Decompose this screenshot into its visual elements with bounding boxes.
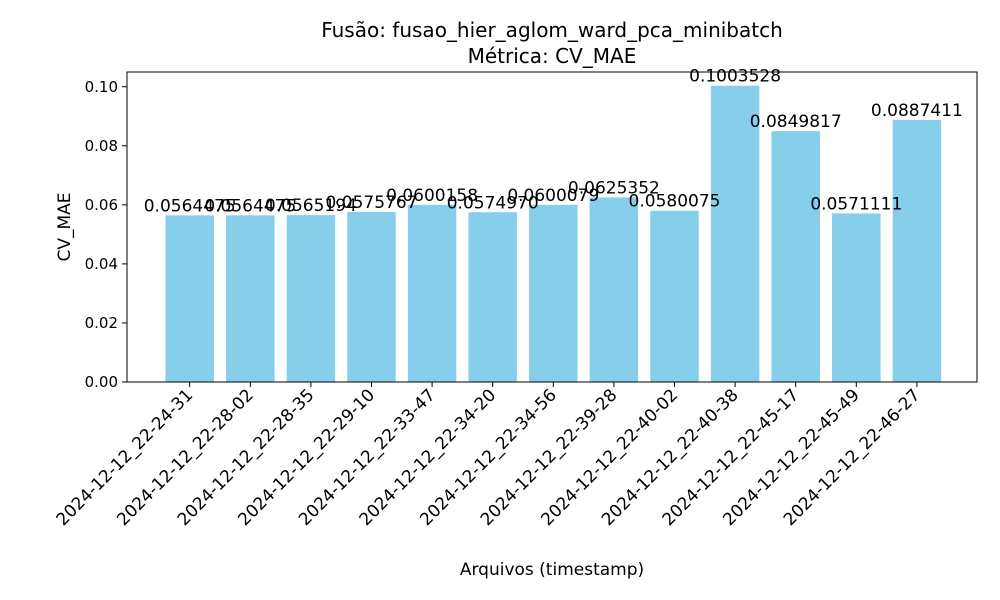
y-tick-label: 0.06 (85, 196, 118, 214)
bar-value-label: 0.0571111 (810, 194, 902, 214)
bar-value-label: 0.0600079 (507, 186, 599, 206)
bar-value-label: 0.0580075 (629, 192, 721, 212)
bar (165, 215, 214, 382)
y-tick-label: 0.10 (85, 78, 118, 96)
chart-title: Fusão: fusao_hier_aglom_ward_pca_minibat… (321, 18, 783, 42)
bars-group (165, 85, 942, 382)
y-tick-label: 0.02 (85, 314, 118, 332)
bar (892, 120, 942, 382)
bar (832, 213, 881, 382)
bar-value-label: 0.0574970 (447, 193, 539, 213)
chart-subtitle: Métrica: CV_MAE (468, 44, 637, 68)
y-tick-label: 0.08 (85, 137, 118, 155)
bar (771, 131, 820, 382)
bar (650, 210, 699, 382)
bar (407, 204, 457, 382)
x-axis-label: Arquivos (timestamp) (460, 560, 644, 580)
bar-value-label: 0.0600158 (386, 186, 478, 206)
bar (347, 212, 396, 382)
bar-labels-group: 0.05644750.05644750.05651940.05757670.06… (144, 67, 963, 217)
y-axis: 0.00 0.02 0.04 0.06 0.08 0.10 (85, 78, 127, 391)
bar (710, 85, 760, 382)
bar-value-label: 0.0625352 (568, 178, 660, 198)
bar (589, 197, 639, 382)
y-tick-label: 0.04 (85, 255, 118, 273)
bar-value-label: 0.0575767 (326, 193, 418, 213)
bar (286, 215, 336, 382)
bar (468, 212, 517, 382)
bar-value-label: 0.0564475 (204, 196, 296, 216)
x-axis: 2024-12-12_22-24-312024-12-12_22-28-0220… (53, 382, 924, 530)
bar (529, 204, 578, 382)
bar-value-label: 0.1003528 (689, 67, 781, 87)
y-axis-label: CV_MAE (55, 192, 75, 261)
bar-value-label: 0.0564475 (144, 196, 236, 216)
plot-frame (126, 71, 978, 383)
bar-value-label: 0.0565194 (265, 196, 357, 216)
bar-value-label: 0.0887411 (871, 101, 963, 121)
bar-value-label: 0.0849817 (750, 112, 842, 132)
bar (226, 215, 275, 382)
y-tick-label: 0.00 (85, 373, 118, 391)
